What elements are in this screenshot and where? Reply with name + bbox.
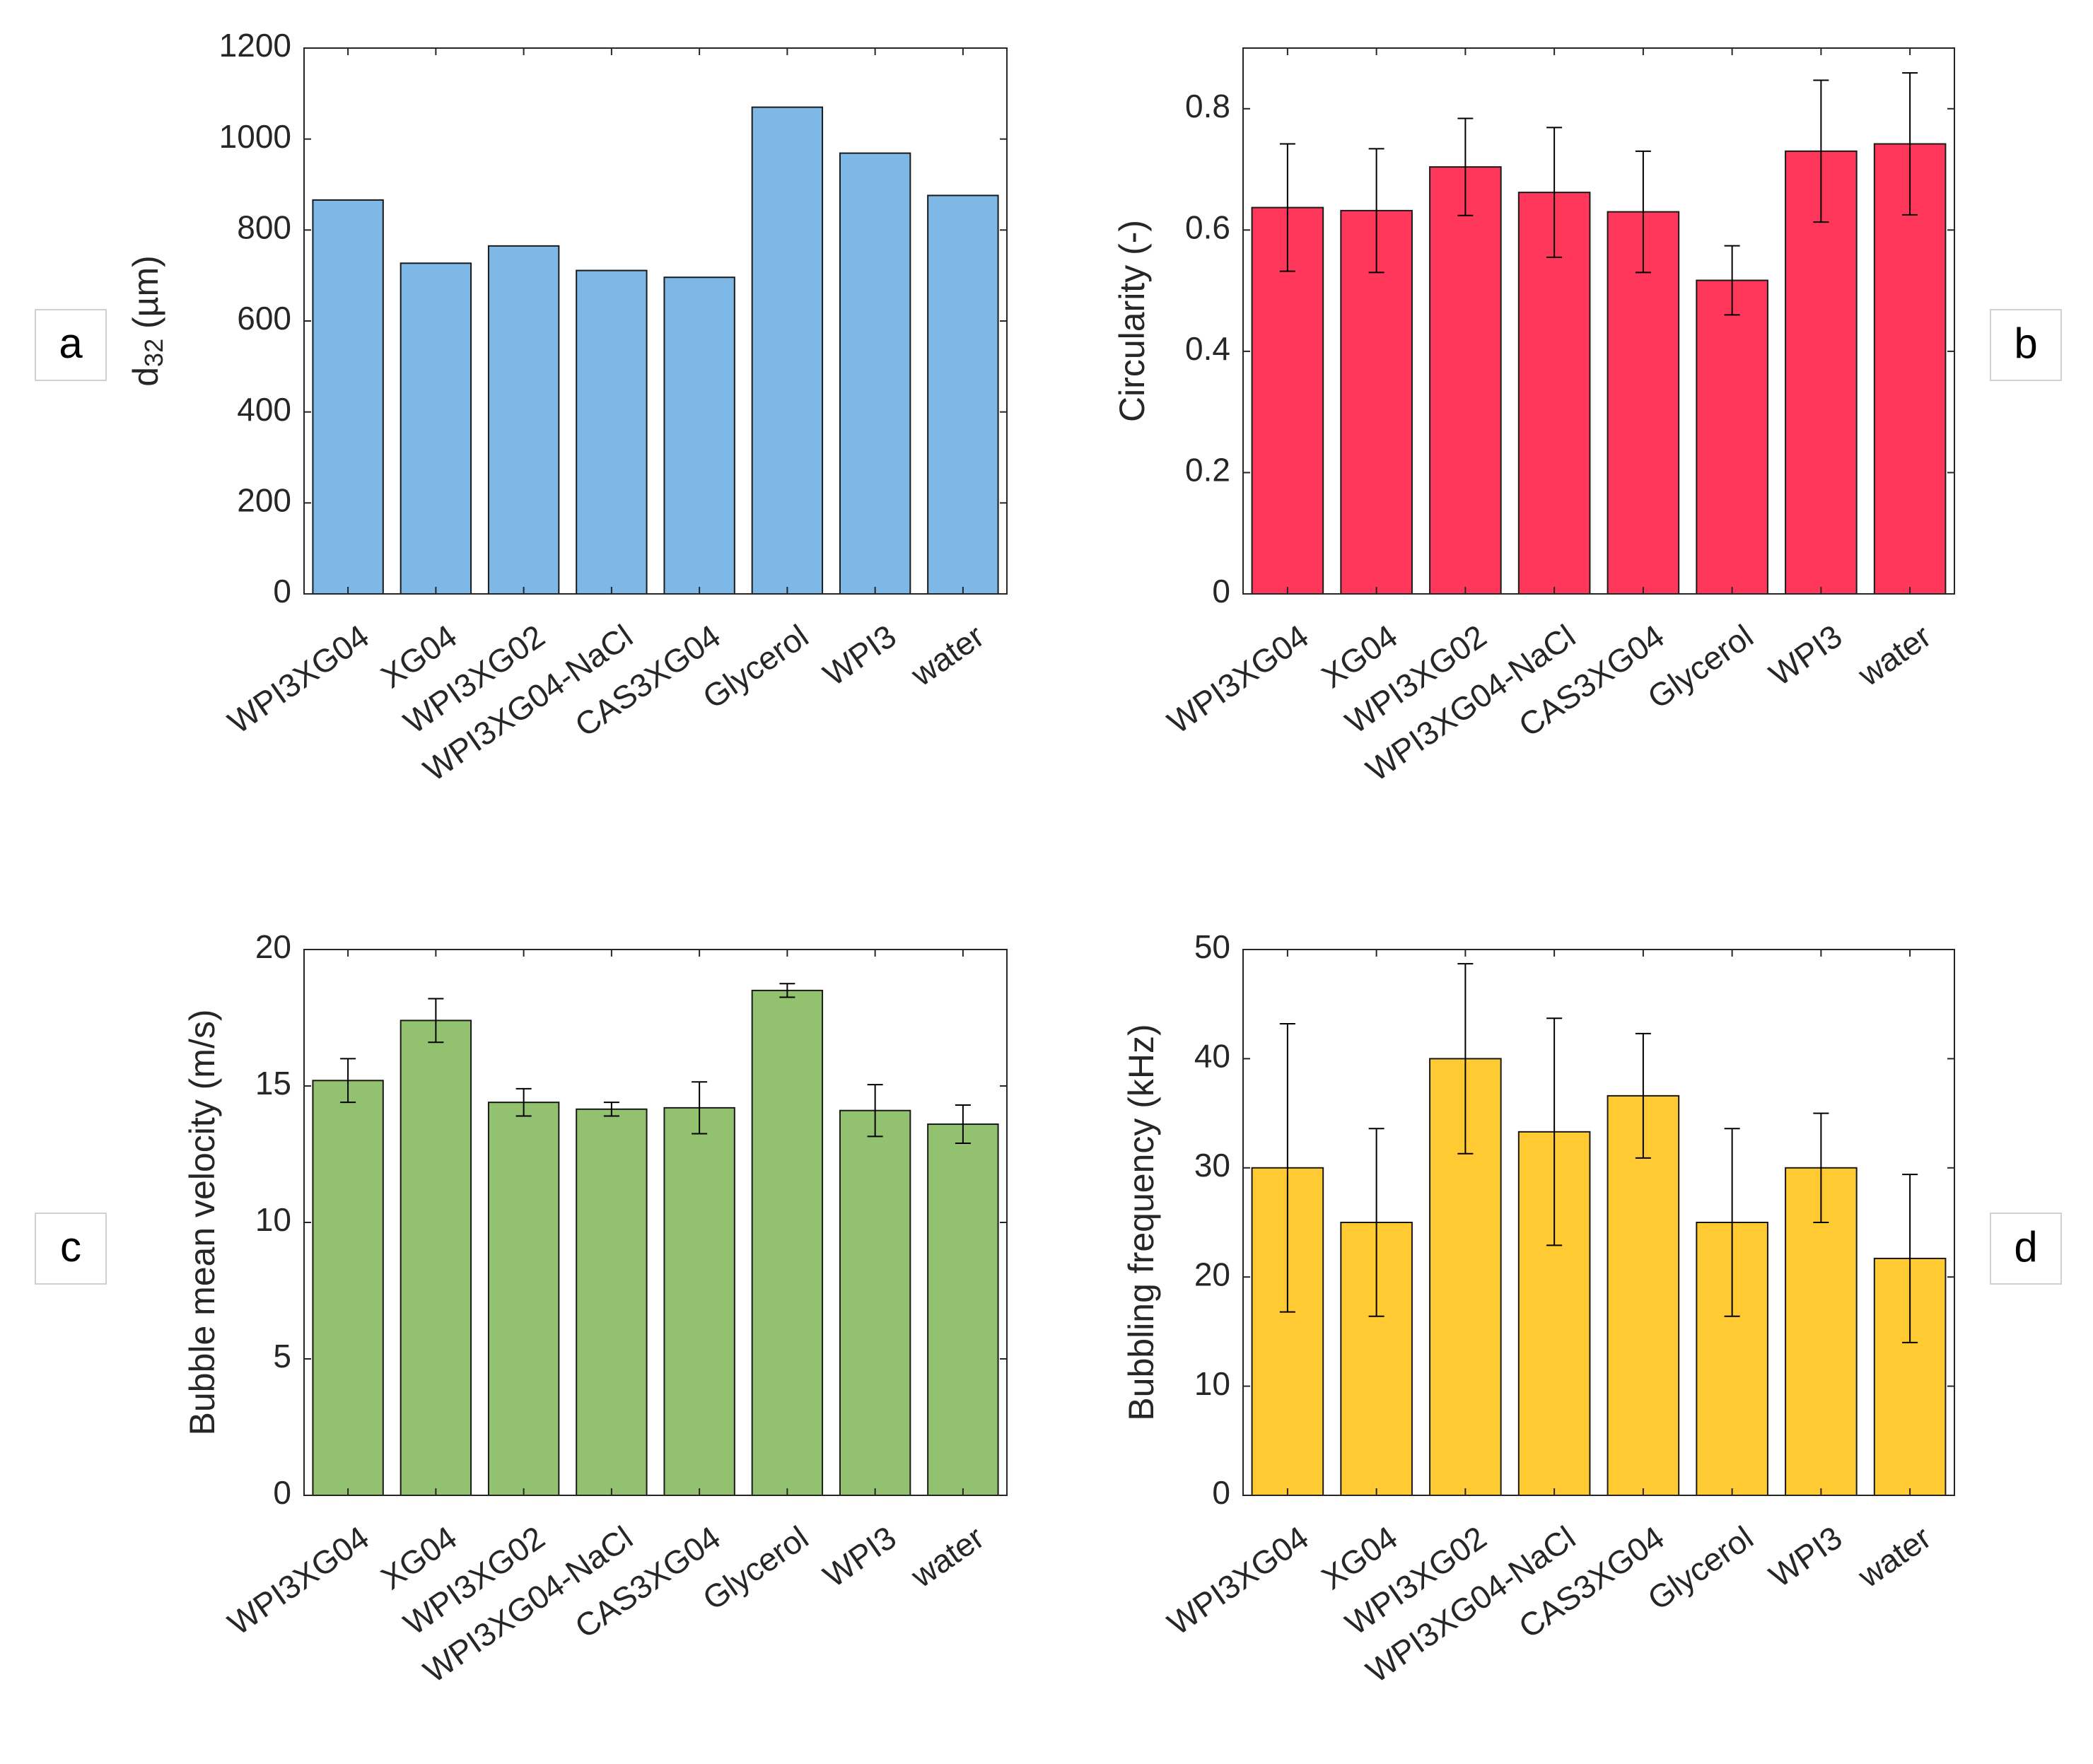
bar-CAS3XG04 bbox=[663, 1106, 735, 1496]
y-tick-label: 0 bbox=[273, 1474, 291, 1511]
error-bar-XG04 bbox=[1368, 148, 1384, 274]
y-axis-label: Circularity (-) bbox=[1112, 220, 1152, 422]
bar-WPI3 bbox=[839, 152, 911, 595]
error-bar-WPI3XG02 bbox=[1457, 117, 1474, 216]
y-axis-label: Bubbling frequency (kHz) bbox=[1121, 1024, 1161, 1420]
y-tick-label: 1200 bbox=[219, 27, 291, 64]
panel-a: 020040060080010001200WPI3XG04XG04WPI3XG0… bbox=[35, 27, 1008, 788]
bar-CAS3XG04 bbox=[1607, 211, 1680, 595]
axes-box bbox=[1242, 949, 1955, 1496]
error-bar-water bbox=[1902, 1174, 1918, 1343]
y-tick-label: 0.2 bbox=[1185, 452, 1230, 489]
error-bar-CAS3XG04 bbox=[1635, 1032, 1651, 1159]
bar-CAS3XG04 bbox=[663, 276, 735, 595]
bar-WPI3XG04 bbox=[312, 1080, 384, 1496]
error-bar-CAS3XG04 bbox=[692, 1081, 708, 1135]
y-tick-label: 50 bbox=[1194, 928, 1230, 965]
error-bar-WPI3XG04 bbox=[340, 1058, 356, 1104]
bar-WPI3XG02 bbox=[1429, 166, 1502, 595]
error-bar-XG04 bbox=[1368, 1128, 1384, 1317]
y-tick-label: 800 bbox=[237, 209, 291, 245]
y-tick-label: 400 bbox=[237, 391, 291, 428]
panel-tag-d: d bbox=[1990, 1213, 2062, 1285]
error-bar-WPI3 bbox=[1813, 79, 1829, 223]
y-axis-label: d32 (µm) bbox=[126, 255, 168, 387]
y-tick-label: 20 bbox=[255, 928, 291, 965]
bar-water bbox=[927, 1123, 999, 1497]
panel-tag-b: b bbox=[1990, 309, 2062, 381]
error-bar-WPI3 bbox=[1813, 1112, 1829, 1223]
bar-WPI3XG04-NaCl bbox=[576, 269, 648, 595]
y-tick-label: 40 bbox=[1194, 1038, 1230, 1075]
y-tick-label: 600 bbox=[237, 300, 291, 337]
error-bar-CAS3XG04 bbox=[1635, 150, 1651, 274]
bar-Glycerol bbox=[751, 989, 824, 1496]
bar-water bbox=[927, 194, 999, 595]
panel-tag-a: a bbox=[35, 309, 107, 381]
y-tick-label: 0 bbox=[1212, 573, 1230, 609]
bar-WPI3XG04 bbox=[312, 199, 384, 595]
bar-XG04 bbox=[400, 262, 472, 595]
panel-tag-c: c bbox=[35, 1213, 107, 1285]
error-bar-Glycerol bbox=[1724, 1128, 1740, 1317]
y-axis-label: Bubble mean velocity (m/s) bbox=[182, 1009, 222, 1435]
bar-WPI3XG04 bbox=[1251, 206, 1324, 595]
y-tick-label: 15 bbox=[255, 1065, 291, 1102]
panel-tag-label: b bbox=[2014, 320, 2037, 367]
error-bar-WPI3XG02 bbox=[515, 1087, 532, 1117]
bar-WPI3 bbox=[839, 1109, 911, 1496]
y-tick-label: 200 bbox=[237, 481, 291, 518]
bar-XG04 bbox=[400, 1020, 472, 1496]
y-tick-label: 10 bbox=[255, 1201, 291, 1238]
y-tick-label: 0 bbox=[1212, 1474, 1230, 1511]
bar-Glycerol bbox=[1696, 279, 1768, 595]
bar-WPI3XG02 bbox=[487, 1102, 560, 1497]
y-tick-label: 0.8 bbox=[1185, 88, 1230, 124]
error-bar-WPI3XG04-NaCl bbox=[1546, 1017, 1563, 1246]
error-bar-WPI3XG04-NaCl bbox=[603, 1102, 619, 1117]
error-bar-WPI3XG04 bbox=[1279, 1022, 1295, 1313]
bar-WPI3 bbox=[1785, 150, 1858, 595]
y-tick-label: 1000 bbox=[219, 118, 291, 155]
axes-box bbox=[1242, 47, 1955, 595]
error-bar-water bbox=[1902, 72, 1918, 216]
y-tick-label: 0 bbox=[273, 573, 291, 609]
panel-tag-label: d bbox=[2014, 1223, 2037, 1271]
error-bar-WPI3 bbox=[867, 1084, 883, 1138]
y-tick-label: 20 bbox=[1194, 1256, 1230, 1292]
error-bar-WPI3XG02 bbox=[1457, 963, 1474, 1155]
y-tick-label: 0.4 bbox=[1185, 330, 1230, 367]
y-tick-label: 0.6 bbox=[1185, 209, 1230, 245]
bar-WPI3XG04-NaCl bbox=[576, 1108, 648, 1497]
error-bar-Glycerol bbox=[779, 983, 795, 998]
error-bar-WPI3XG04 bbox=[1279, 143, 1295, 272]
panel-tag-label: c bbox=[60, 1223, 81, 1271]
error-bar-XG04 bbox=[428, 998, 444, 1044]
error-bar-water bbox=[955, 1104, 971, 1145]
y-tick-label: 10 bbox=[1194, 1365, 1230, 1402]
y-tick-label: 5 bbox=[273, 1338, 291, 1374]
bar-WPI3XG02 bbox=[487, 245, 560, 595]
error-bar-Glycerol bbox=[1724, 245, 1740, 316]
y-tick-label: 30 bbox=[1194, 1147, 1230, 1184]
panel-tag-label: a bbox=[59, 320, 83, 367]
bar-Glycerol bbox=[751, 106, 824, 595]
error-bar-WPI3XG04-NaCl bbox=[1546, 127, 1563, 258]
